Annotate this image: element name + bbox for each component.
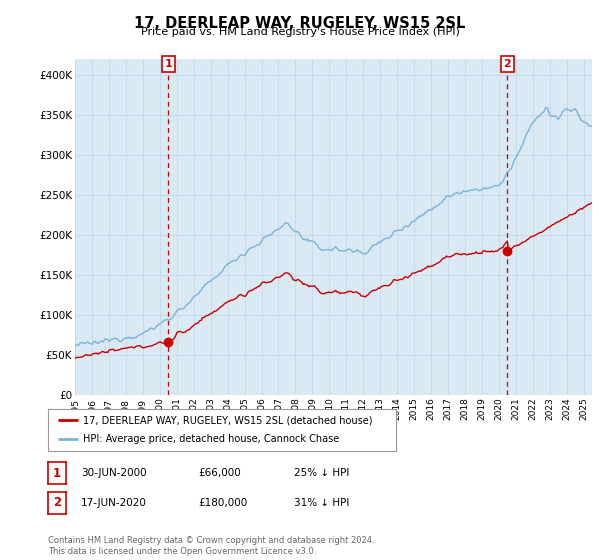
Text: 1: 1 [164, 59, 172, 69]
Text: 31% ↓ HPI: 31% ↓ HPI [294, 498, 349, 508]
Text: 17-JUN-2020: 17-JUN-2020 [81, 498, 147, 508]
Text: £66,000: £66,000 [198, 468, 241, 478]
Text: 17, DEERLEAP WAY, RUGELEY, WS15 2SL (detached house): 17, DEERLEAP WAY, RUGELEY, WS15 2SL (det… [83, 415, 372, 425]
Text: Contains HM Land Registry data © Crown copyright and database right 2024.
This d: Contains HM Land Registry data © Crown c… [48, 536, 374, 556]
Text: 17, DEERLEAP WAY, RUGELEY, WS15 2SL: 17, DEERLEAP WAY, RUGELEY, WS15 2SL [134, 16, 466, 31]
Text: 2: 2 [53, 496, 61, 510]
Text: 2: 2 [503, 59, 511, 69]
Text: Price paid vs. HM Land Registry's House Price Index (HPI): Price paid vs. HM Land Registry's House … [140, 27, 460, 37]
Text: 25% ↓ HPI: 25% ↓ HPI [294, 468, 349, 478]
Text: 1: 1 [53, 466, 61, 480]
Text: 30-JUN-2000: 30-JUN-2000 [81, 468, 146, 478]
Text: HPI: Average price, detached house, Cannock Chase: HPI: Average price, detached house, Cann… [83, 435, 339, 445]
Text: £180,000: £180,000 [198, 498, 247, 508]
